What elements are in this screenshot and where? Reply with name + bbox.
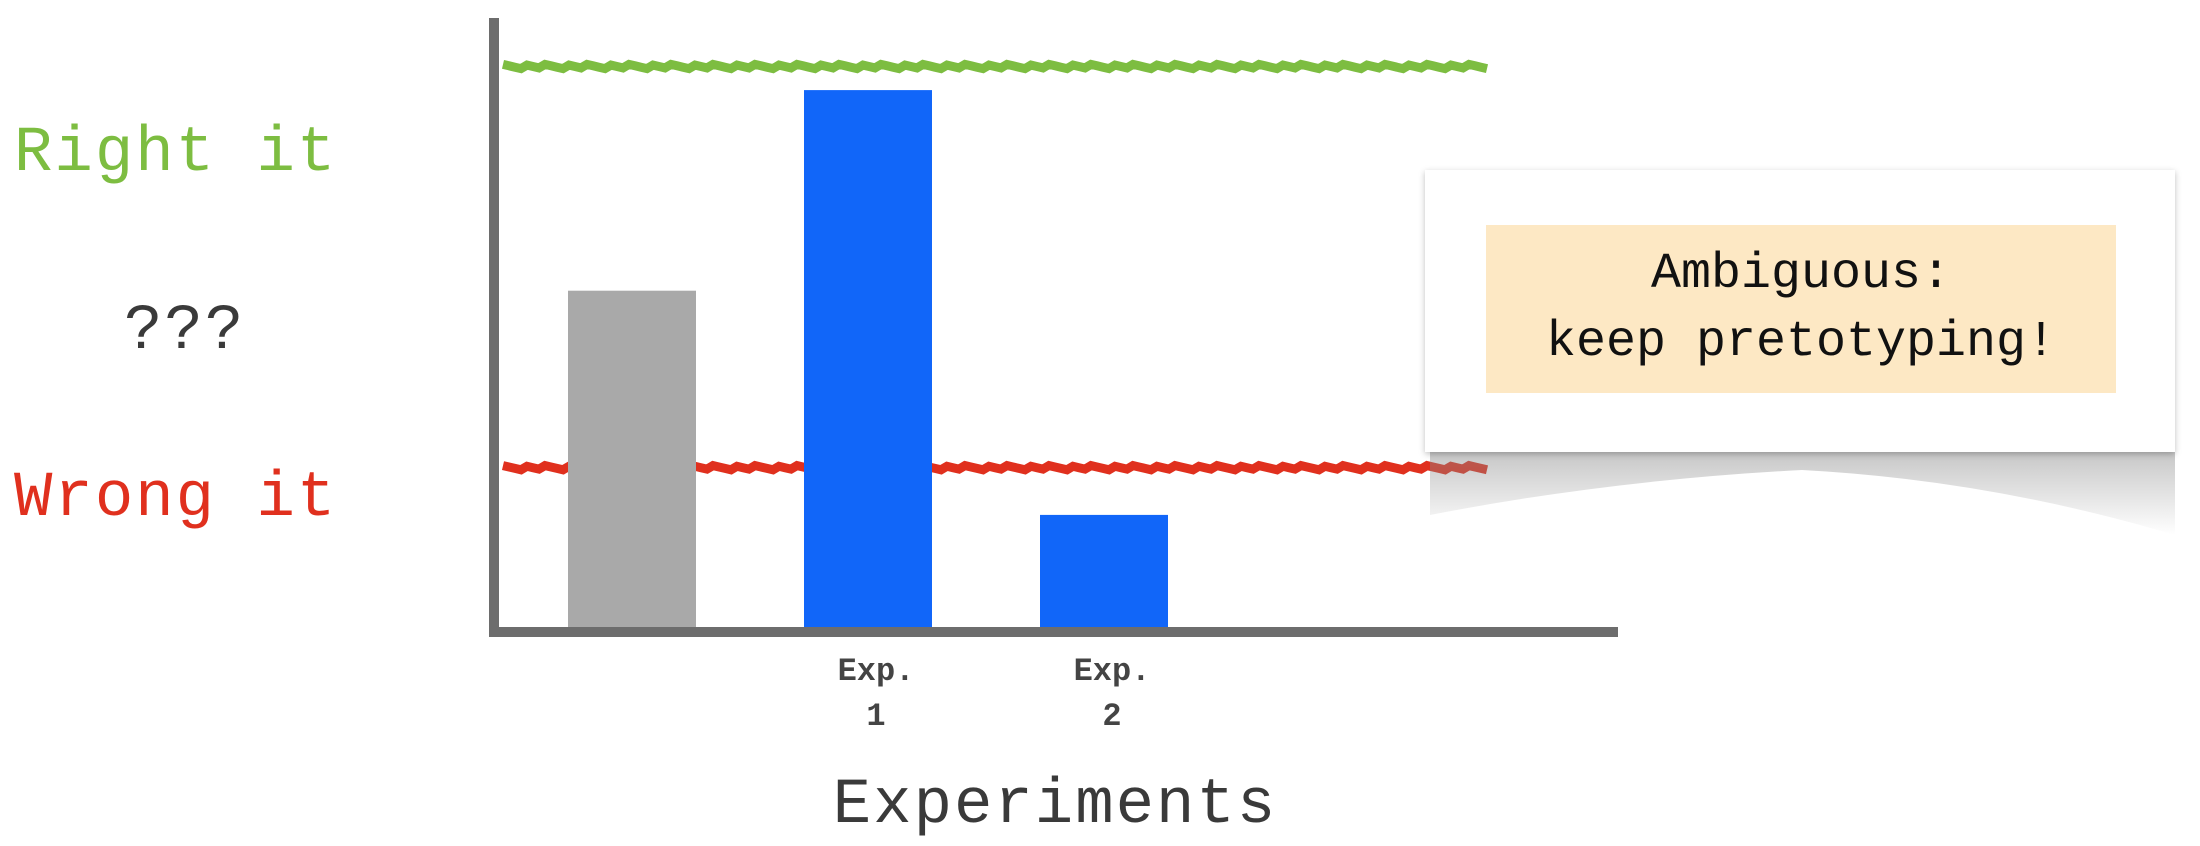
bar-exp-1 (804, 90, 932, 628)
wrong-it-label: Wrong it (14, 463, 338, 535)
callout-card: Ambiguous: keep pretotyping! (1425, 170, 2175, 452)
right-it-label: Right it (14, 118, 338, 190)
right-it-threshold-line (501, 59, 1489, 74)
ambiguous-zone-label: ??? (124, 296, 246, 368)
callout-note: Ambiguous: keep pretotyping! (1486, 225, 2116, 393)
x-tick-label-2: Exp. 2 (1074, 653, 1151, 735)
bar-baseline (568, 290, 696, 627)
bar-exp-2 (1040, 514, 1168, 627)
callout-line-2: keep pretotyping! (1545, 314, 2057, 371)
x-tick-label-1: Exp. 1 (838, 653, 915, 735)
x-axis-title: Experiments (833, 770, 1277, 842)
bars (568, 90, 1168, 628)
callout-line-1: Ambiguous: (1650, 246, 1952, 303)
x-tick-labels: Exp. 1 Exp. 2 (838, 653, 1151, 735)
